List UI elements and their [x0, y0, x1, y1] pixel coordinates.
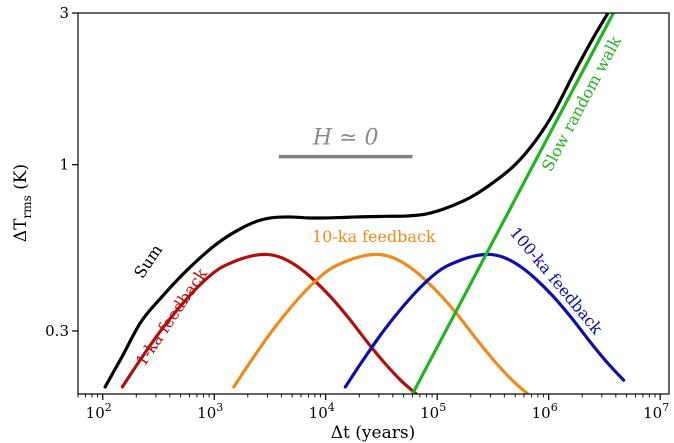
x-tick-label: 107: [643, 401, 669, 422]
x-axis-label: Δt (years): [331, 423, 415, 443]
y-axis-label: ΔTrms (K): [11, 164, 34, 242]
series-line-1-ka-feedback: [120, 252, 418, 394]
series-line-10-ka-feedback: [232, 252, 530, 394]
x-tick-label: 104: [309, 401, 335, 422]
reference-line-group: H ≃ 0: [278, 126, 413, 159]
y-tick-label: 1: [59, 156, 69, 174]
series-line-slow-random-walk: [410, 13, 616, 394]
label-100-ka-feedback: 100-ka feedback: [506, 223, 607, 338]
plot-frame: [77, 12, 670, 395]
label-slow-random-walk: Slow random walk: [538, 33, 625, 175]
x-tick-label: 102: [86, 401, 112, 422]
x-tick-label: 103: [197, 401, 223, 422]
series-line-sum: [103, 13, 610, 389]
reference-line-label: H ≃ 0: [312, 126, 379, 151]
y-tick-label: 3: [59, 4, 69, 22]
series-line-100-ka-feedback: [343, 252, 626, 389]
plot-curves: [103, 13, 626, 394]
label-10-ka-feedback: 10-ka feedback: [312, 227, 436, 246]
y-tick-label: 0.3: [45, 322, 69, 340]
x-tick-label: 106: [532, 401, 558, 422]
label-sum: Sum: [130, 241, 166, 282]
x-tick-label: 105: [420, 401, 446, 422]
